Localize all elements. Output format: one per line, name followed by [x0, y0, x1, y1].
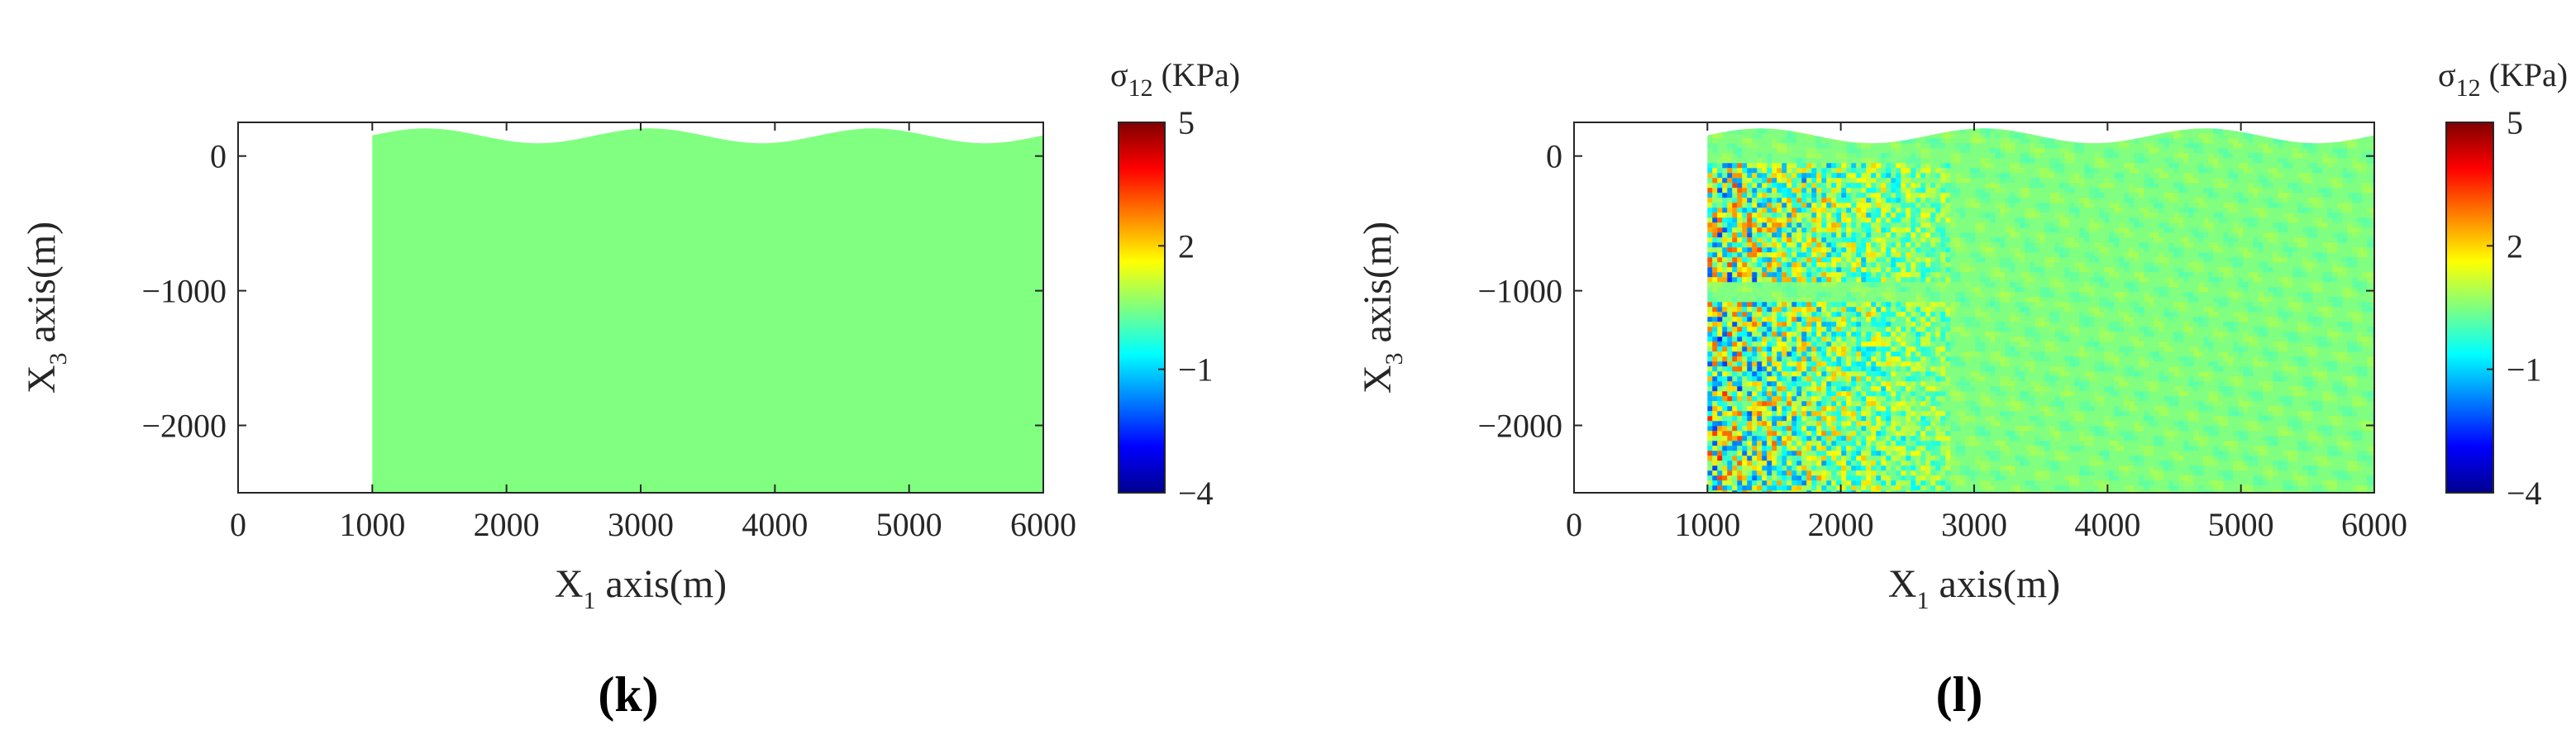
x-tick-label: 4000 — [2074, 506, 2140, 543]
y-tick-label: 0 — [210, 138, 227, 175]
x-tick-label: 0 — [1566, 506, 1582, 543]
x-tick-label: 6000 — [1010, 506, 1076, 543]
colorbar: 5 2 −1 −4 σ12 (KPa) — [2438, 56, 2568, 512]
x-tick-label: 6000 — [2341, 506, 2407, 543]
x-tick-label: 2000 — [1808, 506, 1874, 543]
colorbar-title: σ12 (KPa) — [2438, 56, 2568, 102]
panel-label: (l) — [1936, 667, 1983, 722]
colorbar-tick-label: 2 — [2507, 227, 2523, 265]
field-domain — [372, 128, 1043, 494]
x-tick-label: 0 — [230, 506, 246, 543]
colorbar-gradient — [1118, 122, 1166, 494]
colorbar: 5 2 −1 −4 σ12 (KPa) — [1110, 56, 1240, 512]
x-tick-label: 3000 — [1941, 506, 2007, 543]
y-axis-title: X3 axis(m) — [1356, 222, 1408, 394]
colorbar-gradient — [2445, 122, 2494, 494]
panel-label: (k) — [598, 667, 658, 722]
y-axis-title: X3 axis(m) — [20, 222, 72, 394]
x-tick-label: 5000 — [2208, 506, 2274, 543]
y-tick-label: −2000 — [1477, 408, 1562, 445]
colorbar-tick-label: 2 — [1178, 227, 1195, 265]
x-tick-label: 4000 — [742, 506, 808, 543]
panel-0: 0 1000 2000 3000 4000 5000 6000 0 −1000 −2000 X1 a… — [20, 56, 1240, 722]
field-perturbations — [1707, 128, 2374, 494]
x-tick-label: 1000 — [339, 506, 405, 543]
y-tick-label: −2000 — [141, 408, 227, 445]
x-tick-label: 5000 — [876, 506, 942, 543]
colorbar-tick-label: −1 — [2507, 351, 2542, 389]
colorbar-tick-label: 5 — [2507, 104, 2523, 141]
panel-1: 0 1000 2000 3000 4000 5000 6000 0 −1000 −2000 X1 a… — [1356, 56, 2568, 722]
colorbar-tick-label: −1 — [1178, 351, 1214, 389]
y-tick-label: −1000 — [1477, 273, 1562, 310]
y-tick-label: 0 — [1546, 138, 1562, 175]
colorbar-title: σ12 (KPa) — [1110, 56, 1240, 102]
colorbar-tick-label: −4 — [1178, 475, 1214, 512]
y-tick-label: −1000 — [141, 273, 227, 310]
x-axis-title: X1 axis(m) — [1888, 562, 2060, 614]
colorbar-tick-label: 5 — [1178, 104, 1195, 141]
x-axis-title: X1 axis(m) — [555, 562, 727, 614]
colorbar-tick-label: −4 — [2507, 475, 2542, 512]
x-tick-label: 1000 — [1674, 506, 1740, 543]
x-tick-label: 3000 — [608, 506, 674, 543]
x-tick-label: 2000 — [474, 506, 540, 543]
